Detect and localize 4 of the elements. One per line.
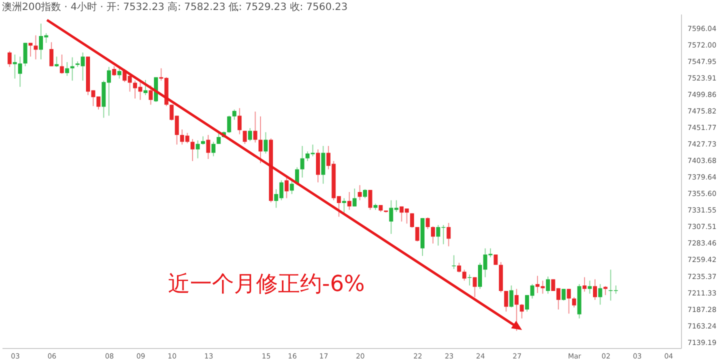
chart-title: 澳洲200指数 · 4小时 · 开: 7532.23 高: 7582.23 低: 7529.23 收: 7560.23 bbox=[2, 1, 348, 13]
annotation: 近一个月修正约-6% bbox=[168, 272, 365, 297]
candlestick bbox=[415, 226, 420, 242]
candlestick bbox=[494, 254, 498, 266]
